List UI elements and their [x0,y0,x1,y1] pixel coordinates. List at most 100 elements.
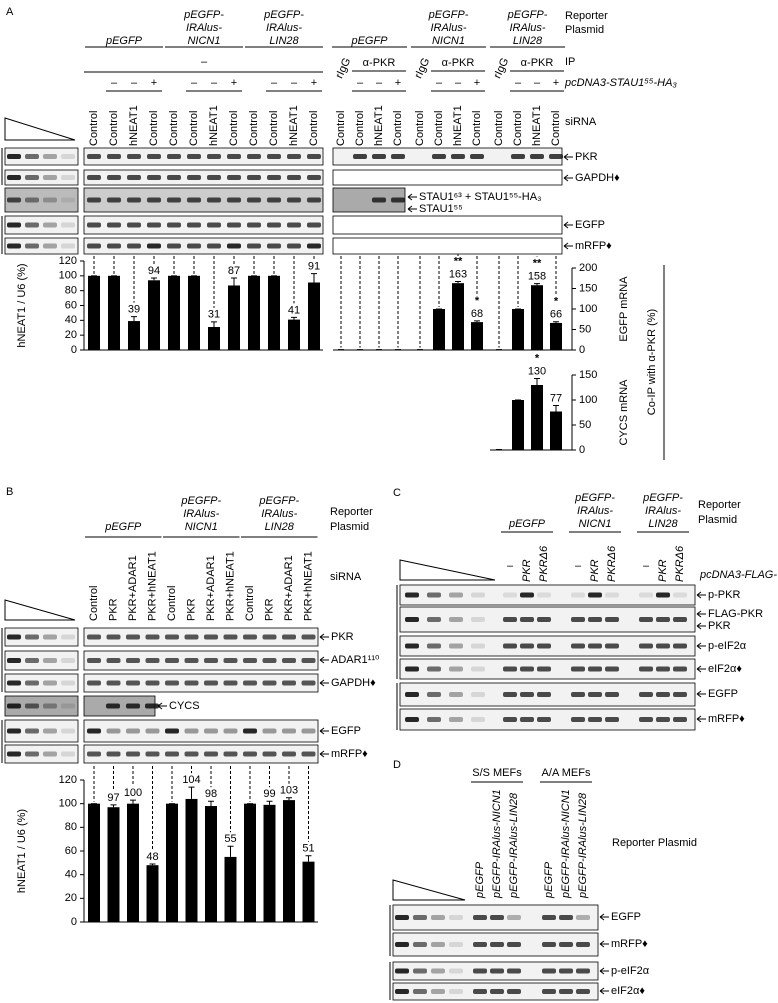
arrow [696,622,706,630]
band [43,703,57,709]
band [471,717,485,722]
band [431,989,445,994]
band [571,666,585,672]
ip-label: rIgG [412,56,432,80]
band [87,154,101,159]
blot-label: p-eIF2α [708,640,747,652]
significance: ** [533,257,542,269]
y-tick-label: 20 [65,892,77,904]
value-label: 66 [550,309,562,321]
band [520,717,534,722]
band [87,197,101,203]
lane-label: PKRΔ6 [538,545,550,582]
band [395,989,409,994]
sign: – [357,77,364,89]
blot-label: FLAG-PKR [708,608,763,620]
error-bar [130,799,136,804]
band [223,634,238,640]
arrow [563,221,573,229]
label: Reporter [330,506,373,518]
band [145,728,160,734]
blot [4,147,79,166]
group-label: pEGFP- [507,9,548,21]
band [395,968,409,974]
band [405,617,419,622]
blot [83,169,324,186]
sirna-lane: Control [166,586,178,621]
band [473,989,487,994]
lane-label: pEGFP-IRAlus-LIN28 [577,792,589,899]
group-label: pEGFP- [180,495,221,507]
band [184,751,199,757]
band [307,175,321,180]
blot [332,237,563,255]
band [247,175,261,180]
label: IP [565,56,575,68]
band [287,222,301,228]
band [571,717,585,722]
band [247,197,261,203]
band [673,592,687,598]
band [449,617,463,622]
arrow [696,591,706,599]
panel-label: C [393,487,401,499]
error-bar [534,378,540,385]
label: Plasmid [698,514,737,526]
band [87,728,101,734]
value-label: 68 [471,308,483,320]
cell-label: A/A MEFs [542,767,591,779]
band [165,680,179,686]
band [107,154,121,159]
band [207,154,221,159]
band [25,680,39,686]
error-bar [227,845,234,857]
band [7,703,21,709]
value-label: 55 [224,833,236,845]
band [145,634,160,640]
band [520,617,534,622]
blot [4,237,79,255]
band [106,634,121,640]
group-label: LIN28 [513,35,543,47]
sirna-lane: Control [512,111,524,146]
band [243,634,257,640]
significance: * [475,295,480,307]
blot [332,215,563,235]
band [25,154,39,159]
blot [83,187,324,213]
band [301,634,316,640]
bar [108,275,120,350]
band [490,968,504,974]
band [223,680,238,686]
blot [4,744,79,764]
band [507,989,521,994]
band [449,592,463,598]
band [25,243,39,249]
y-tick-label: 150 [579,282,597,294]
band [267,243,281,249]
arrow [696,642,706,650]
y-tick-label: 0 [579,344,585,356]
y-axis-label: EGFP mRNA [618,276,630,342]
bar [146,865,159,922]
group-label: IRAlus- [430,22,466,34]
group-label: NICN1 [432,35,465,47]
lane-label: PKR [521,559,533,582]
group-label: pEGFP- [263,9,304,21]
label: Reporter Plasmid [612,837,697,849]
blot-label: PKR [331,631,354,643]
band [405,592,419,598]
band [503,717,517,722]
label: pcDNA3-FLAG- [699,569,777,581]
band [106,703,120,709]
blot [83,147,324,166]
band [184,728,199,734]
band [227,222,241,228]
band [449,942,463,947]
band [576,942,590,947]
band [537,717,551,722]
group-label: NICN1 [185,521,218,533]
ip-label: α-PKR [521,57,554,69]
band [7,222,21,228]
blot-label: PKR [708,620,731,632]
